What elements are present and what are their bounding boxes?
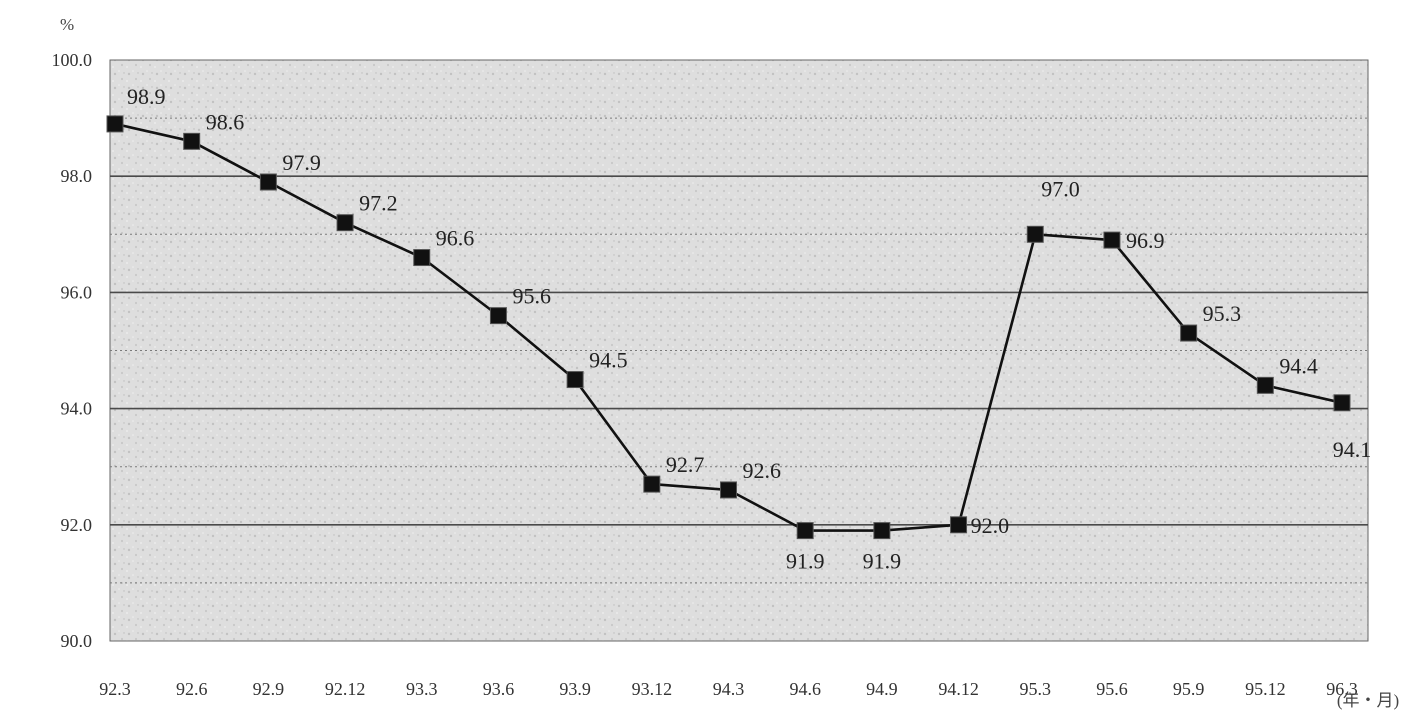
x-axis-unit: (年・月)	[1337, 691, 1399, 710]
x-tick-label: 96.3	[1326, 679, 1358, 699]
data-label: 95.3	[1203, 301, 1242, 326]
data-point-marker	[873, 522, 891, 540]
x-tick-label: 92.9	[253, 679, 285, 699]
x-tick-label: 95.12	[1245, 679, 1286, 699]
x-tick-label: 93.9	[559, 679, 591, 699]
data-point-marker	[106, 115, 124, 133]
data-point-marker	[720, 481, 737, 499]
data-point-marker	[1103, 231, 1121, 249]
data-point-marker	[1180, 324, 1198, 342]
plot-area	[109, 59, 1369, 642]
data-label: 92.7	[666, 452, 705, 477]
data-point-marker	[1333, 394, 1351, 412]
data-point-marker	[259, 173, 277, 191]
y-tick-label: 100.0	[52, 50, 93, 70]
data-point-marker	[643, 475, 661, 493]
data-label: 98.6	[206, 109, 245, 134]
x-axis-ticks: 92.3 92.6 92.9 92.12 93.3 93.6 93.9 93.12 94.3 94…	[99, 679, 1358, 699]
y-tick-label: 94.0	[61, 399, 93, 419]
x-tick-label: 92.12	[325, 679, 366, 699]
data-label: 97.2	[359, 191, 398, 216]
y-tick-label: 98.0	[61, 166, 93, 186]
x-tick-label: 92.6	[176, 679, 208, 699]
data-label: 92.0	[971, 513, 1010, 538]
data-labels: 98.9 98.6 97.9 97.2 96.6 95.6 94.5 92.7 92.6 91.9…	[127, 84, 1371, 574]
data-point-marker	[336, 214, 354, 232]
data-label: 91.9	[863, 549, 902, 574]
data-point-marker	[489, 307, 507, 325]
x-tick-label: 94.9	[866, 679, 898, 699]
x-tick-label: 93.6	[483, 679, 515, 699]
markers	[106, 115, 1351, 540]
x-tick-label: 94.6	[789, 679, 821, 699]
x-tick-label: 93.3	[406, 679, 438, 699]
data-point-marker	[950, 516, 968, 534]
data-point-marker	[183, 132, 201, 150]
data-point-marker	[413, 249, 431, 267]
data-label: 94.4	[1279, 353, 1318, 378]
data-label: 95.6	[512, 284, 551, 309]
x-tick-label: 95.9	[1173, 679, 1205, 699]
data-point-marker	[796, 522, 814, 540]
y-axis-ticks: 100.0 98.0 96.0 94.0 92.0 90.0	[52, 50, 93, 651]
data-label: 97.9	[282, 150, 321, 175]
data-label: 94.1	[1333, 437, 1372, 462]
y-tick-label: 92.0	[61, 515, 93, 535]
x-tick-label: 95.3	[1020, 679, 1052, 699]
x-tick-label: 95.6	[1096, 679, 1128, 699]
y-tick-label: 96.0	[61, 282, 93, 302]
x-tick-label: 94.3	[713, 679, 745, 699]
y-axis-unit: %	[60, 15, 74, 34]
grid-layer	[110, 117, 1368, 584]
data-point-marker	[1256, 376, 1274, 394]
data-point-marker	[566, 371, 584, 389]
data-label: 94.5	[589, 348, 628, 373]
data-label: 96.9	[1126, 228, 1165, 253]
x-tick-label: 94.12	[938, 679, 979, 699]
data-label: 97.0	[1041, 176, 1080, 201]
data-label: 96.6	[436, 226, 475, 251]
y-tick-label: 90.0	[61, 631, 93, 651]
data-label: 92.6	[743, 458, 782, 483]
data-point-marker	[1026, 225, 1044, 243]
x-tick-label: 93.12	[632, 679, 673, 699]
x-tick-label: 92.3	[99, 679, 131, 699]
data-label: 98.9	[127, 84, 166, 109]
data-label: 91.9	[786, 549, 825, 574]
